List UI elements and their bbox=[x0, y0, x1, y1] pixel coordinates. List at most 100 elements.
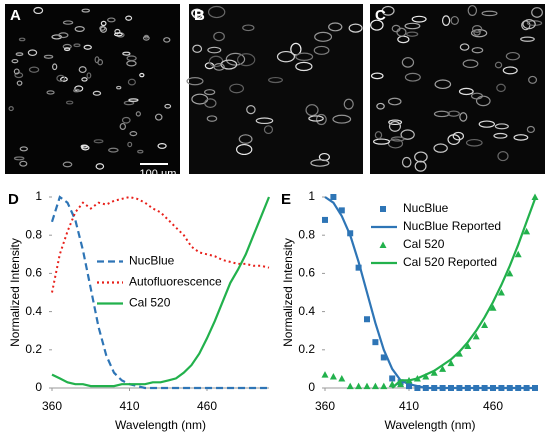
cell bbox=[83, 44, 92, 50]
cell bbox=[11, 58, 19, 64]
cell bbox=[470, 28, 488, 38]
cell bbox=[129, 131, 138, 137]
point bbox=[531, 193, 539, 200]
cells bbox=[8, 5, 543, 172]
cell bbox=[494, 123, 509, 130]
y-tick-label: 0.8 bbox=[298, 227, 315, 241]
legend-marker bbox=[379, 241, 387, 248]
cell bbox=[74, 26, 85, 32]
cell bbox=[116, 85, 122, 90]
cell bbox=[213, 63, 225, 71]
cell bbox=[154, 113, 163, 121]
point bbox=[422, 373, 430, 380]
cell bbox=[526, 125, 535, 134]
legend-label: NucBlue bbox=[403, 201, 449, 215]
cell bbox=[263, 125, 274, 135]
y-tick-label: 1 bbox=[308, 189, 315, 203]
cell bbox=[522, 19, 536, 30]
cell bbox=[92, 90, 102, 96]
cell bbox=[235, 143, 253, 156]
cell bbox=[462, 59, 479, 69]
cell bbox=[139, 72, 145, 78]
point bbox=[497, 289, 505, 296]
cell bbox=[295, 52, 314, 61]
cell bbox=[28, 66, 40, 73]
cell bbox=[107, 17, 116, 23]
point bbox=[322, 216, 328, 223]
cell bbox=[268, 76, 284, 84]
cell bbox=[46, 90, 55, 95]
point bbox=[338, 374, 346, 382]
point bbox=[447, 359, 455, 367]
cell bbox=[65, 100, 74, 105]
point bbox=[439, 365, 447, 372]
cell bbox=[204, 98, 217, 108]
cell bbox=[19, 146, 28, 152]
cell bbox=[186, 77, 204, 86]
cell bbox=[62, 20, 74, 25]
x-tick-label: 410 bbox=[399, 399, 419, 413]
cell bbox=[348, 23, 363, 33]
cell bbox=[313, 45, 330, 55]
cell bbox=[246, 105, 256, 115]
point bbox=[355, 382, 363, 390]
panel-label: D bbox=[8, 191, 19, 208]
cell bbox=[86, 72, 92, 79]
cell bbox=[388, 119, 403, 126]
cell bbox=[81, 77, 88, 82]
legend-label: Cal 520 bbox=[403, 237, 445, 251]
point bbox=[380, 382, 388, 390]
cell bbox=[62, 161, 73, 168]
cell bbox=[95, 163, 105, 170]
cell bbox=[388, 120, 402, 132]
cell bbox=[465, 138, 483, 147]
cell bbox=[225, 52, 246, 66]
x-axis-title: Wavelength (nm) bbox=[115, 418, 206, 432]
micrograph bbox=[370, 4, 545, 174]
cell bbox=[27, 49, 38, 57]
scale-bar-label: 100 µm bbox=[140, 168, 177, 180]
cell bbox=[332, 114, 352, 124]
y-tick-label: 0.6 bbox=[298, 266, 315, 280]
point bbox=[523, 227, 531, 235]
cell bbox=[164, 103, 172, 109]
cell bbox=[447, 110, 460, 117]
point bbox=[355, 264, 362, 271]
cell bbox=[123, 100, 135, 106]
point bbox=[506, 269, 514, 277]
x-tick-label: 460 bbox=[197, 399, 217, 413]
cell bbox=[207, 5, 226, 19]
cell bbox=[163, 37, 171, 43]
y-tick-label: 0 bbox=[308, 380, 315, 394]
point bbox=[346, 382, 354, 390]
cell bbox=[496, 83, 506, 93]
cell bbox=[459, 43, 470, 51]
cell bbox=[390, 136, 405, 142]
cell bbox=[135, 111, 141, 117]
cell bbox=[502, 66, 518, 75]
cell bbox=[207, 46, 222, 54]
point bbox=[481, 321, 489, 328]
cell bbox=[528, 75, 538, 84]
cell bbox=[381, 5, 395, 16]
cell bbox=[236, 53, 256, 67]
point bbox=[430, 369, 438, 376]
line bbox=[391, 198, 537, 389]
legend-label: Autofluorescence bbox=[129, 275, 222, 289]
cell bbox=[315, 113, 327, 126]
cell bbox=[114, 28, 121, 35]
cell bbox=[513, 134, 529, 141]
cell bbox=[401, 57, 415, 68]
cell bbox=[434, 79, 452, 90]
cell bbox=[127, 78, 136, 86]
cell bbox=[43, 54, 54, 59]
cell bbox=[99, 26, 108, 33]
cell bbox=[128, 98, 139, 102]
cell bbox=[343, 98, 354, 110]
point bbox=[363, 382, 371, 390]
y-axis-title: Normalized Intensity bbox=[281, 238, 295, 347]
point bbox=[338, 207, 345, 214]
cell bbox=[290, 42, 302, 56]
point bbox=[364, 316, 370, 323]
cell bbox=[478, 120, 495, 128]
